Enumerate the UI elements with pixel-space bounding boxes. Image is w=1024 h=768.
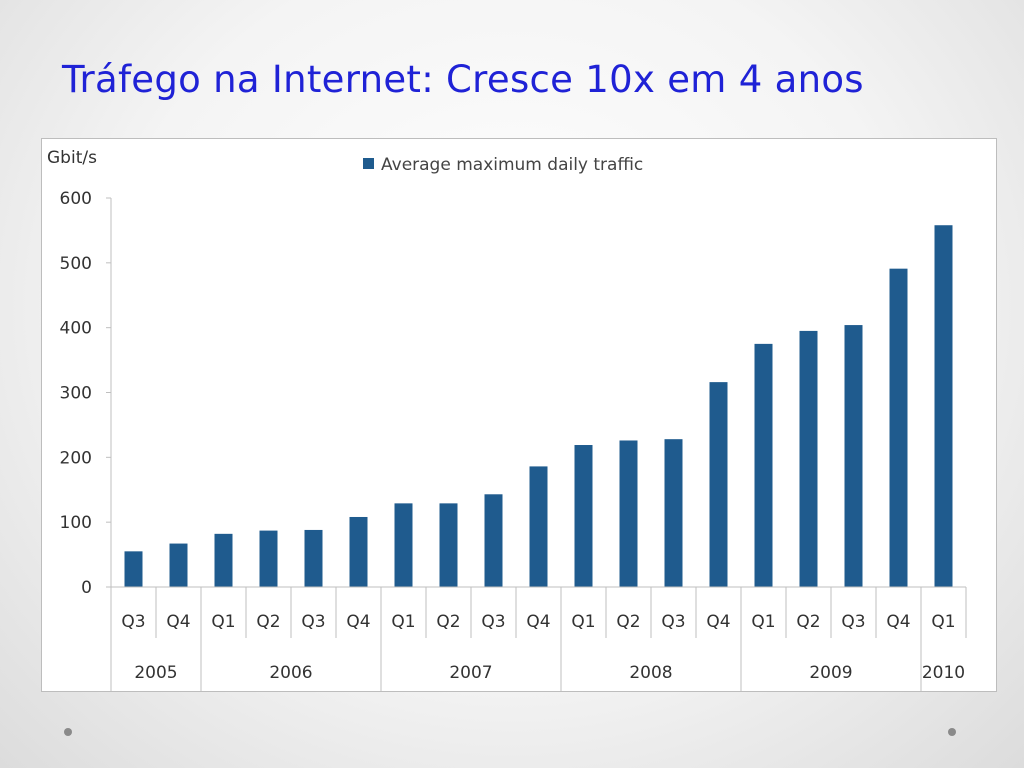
slide-dot-left [64,728,72,736]
x-tick-label: Q2 [616,612,640,632]
bars [124,225,953,587]
bar [664,439,683,587]
x-tick-label: Q1 [391,612,415,632]
bar [889,268,908,587]
bar [709,382,728,587]
bar [529,466,548,587]
bar [394,503,413,587]
y-tick-label: 300 [60,384,92,404]
year-group-label: 2008 [629,663,672,683]
slide-title: Tráfego na Internet: Cresce 10x em 4 ano… [62,58,864,101]
x-tick-label: Q4 [526,612,550,632]
bar [844,325,863,587]
x-tick-label: Q2 [436,612,460,632]
y-tick-label: 100 [60,513,92,533]
x-tick-label: Q4 [706,612,730,632]
year-group-label: 2009 [809,663,852,683]
y-tick-label: 0 [81,578,92,598]
bar [349,516,368,587]
bar [619,440,638,587]
x-tick-label: Q1 [571,612,595,632]
x-tick-label: Q1 [751,612,775,632]
x-tick-label: Q4 [166,612,190,632]
year-group-label: 2005 [134,663,177,683]
bar [574,445,593,587]
bar [304,529,323,587]
y-tick-label: 400 [60,319,92,339]
x-tick-label: Q1 [931,612,955,632]
x-tick-label: Q2 [256,612,280,632]
year-group-label: 2007 [449,663,492,683]
year-group-label: 2006 [269,663,312,683]
x-tick-label: Q3 [301,612,325,632]
x-axis: Q3 Q4 Q1 Q2 Q3 Q4 Q1 Q2 Q3 Q4 Q1 Q2 Q3 Q4 Q1 Q2 Q3 Q4 Q1 20… [110,586,967,691]
chart-area: 0 100 200 300 400 500 600 Q3 Q4 Q1 Q2 Q3 Q4 Q1 Q2 Q3 Q4… [41,138,997,692]
slide-dot-right [948,728,956,736]
y-axis-label: Gbit/s [47,148,97,168]
x-tick-label: Q2 [796,612,820,632]
bar [754,343,773,587]
legend-label: Average maximum daily traffic [381,155,643,175]
year-group-label: 2010 [922,663,965,683]
y-tick-label: 500 [60,254,92,274]
bar-chart: 0 100 200 300 400 500 600 Q3 Q4 Q1 Q2 Q3 Q4 Q1 Q2 Q3 Q4… [47,148,967,691]
x-tick-label: Q4 [886,612,910,632]
y-axis: 0 100 200 300 400 500 600 [60,189,112,598]
x-tick-label: Q3 [661,612,685,632]
x-tick-label: Q3 [841,612,865,632]
bar [799,330,818,587]
x-tick-label: Q4 [346,612,370,632]
bar [484,494,503,587]
legend-swatch [363,158,374,169]
bar [259,530,278,587]
x-tick-label: Q1 [211,612,235,632]
bar [439,503,458,587]
y-tick-label: 600 [60,189,92,209]
bar [934,225,953,587]
bar [169,543,188,587]
legend: Average maximum daily traffic [363,155,643,175]
x-tick-label: Q3 [121,612,145,632]
bar [214,533,233,587]
y-tick-label: 200 [60,448,92,468]
bar [124,551,143,587]
x-tick-label: Q3 [481,612,505,632]
